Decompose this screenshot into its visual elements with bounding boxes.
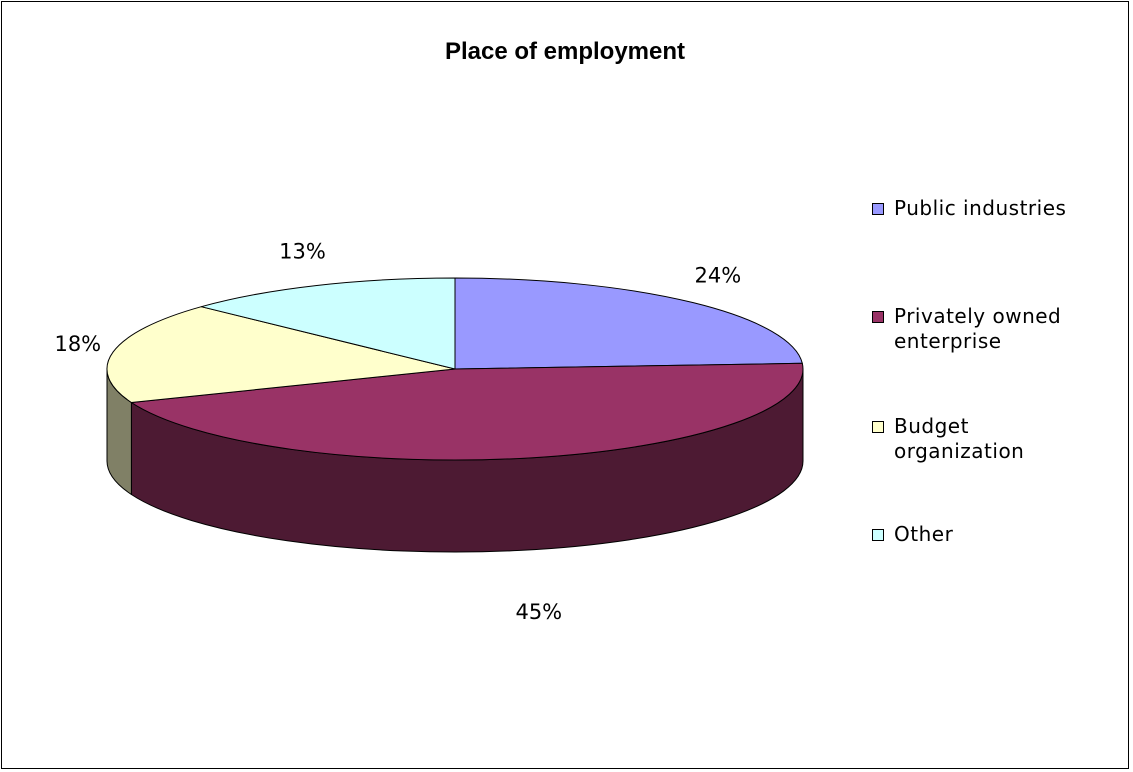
legend-label-privately-owned-enterprise: Privately owned enterprise: [894, 304, 1062, 353]
pie-label-budget-organization: 18%: [54, 332, 101, 356]
pie-slice-privately-owned-enterprise: [130, 362, 804, 461]
chart-title: Place of employment: [444, 38, 686, 65]
legend-label-budget-organization: Budget organization: [894, 414, 1025, 463]
legend-label-public-industries: Public industries: [894, 196, 1067, 220]
pie-labels: 24% 45% 18% 13%: [54, 239, 741, 624]
legend-swatch-public-industries: [872, 203, 884, 215]
legend-label-other: Other: [894, 522, 954, 546]
pie-label-other: 13%: [279, 239, 326, 263]
pie-label-privately-owned-enterprise: 45%: [515, 600, 562, 624]
pie-label-public-industries: 24%: [695, 263, 742, 287]
legend-swatch-other: [872, 529, 884, 541]
pie-slice-other: [200, 277, 456, 370]
legend-swatch-privately-owned-enterprise: [872, 311, 884, 323]
pie-slice-public-industries: [454, 277, 803, 370]
pie-slice-budget-organization: [106, 306, 456, 403]
pie-tops: [106, 277, 804, 461]
legend-swatch-budget-organization: [872, 421, 884, 433]
